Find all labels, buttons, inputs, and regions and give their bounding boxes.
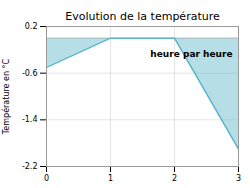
svg-text:0: 0	[44, 174, 49, 183]
svg-text:Evolution de la température: Evolution de la température	[65, 10, 220, 23]
svg-text:-2.2: -2.2	[22, 162, 38, 171]
svg-text:Température en °C: Température en °C	[1, 58, 11, 135]
svg-text:heure par heure: heure par heure	[150, 49, 232, 59]
svg-text:1: 1	[108, 174, 113, 183]
svg-text:-1.4: -1.4	[22, 115, 38, 124]
svg-text:2: 2	[172, 174, 177, 183]
svg-text:0.2: 0.2	[25, 22, 38, 31]
svg-text:3: 3	[236, 174, 241, 183]
svg-text:-0.6: -0.6	[22, 69, 38, 78]
